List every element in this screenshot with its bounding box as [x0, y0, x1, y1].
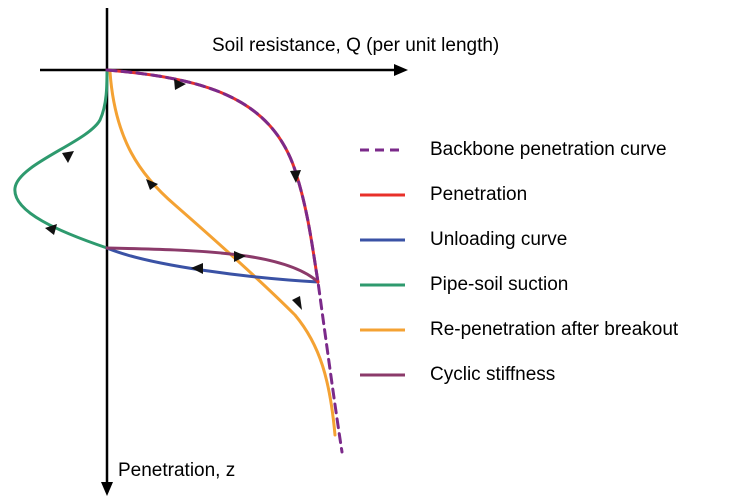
arrow — [45, 224, 57, 235]
legend-label: Re-penetration after breakout — [430, 319, 679, 340]
arrow — [191, 263, 203, 274]
q-axis-arrow — [394, 64, 408, 76]
arrow — [290, 170, 301, 183]
legend-label: Backbone penetration curve — [430, 139, 667, 160]
legend-label: Penetration — [430, 184, 527, 205]
z-axis-arrow — [101, 482, 113, 496]
repenetration-curve — [108, 70, 337, 437]
backbone-curve — [105, 68, 344, 454]
suction-curve — [13, 68, 109, 250]
cyclic-curve — [105, 246, 320, 284]
arrow — [62, 151, 74, 163]
legend: Backbone penetration curve Penetration Unl… — [360, 139, 679, 385]
unloading-curve — [105, 246, 320, 284]
legend-label: Cyclic stiffness — [430, 364, 555, 385]
q-axis-label: Soil resistance, Q (per unit length) — [212, 35, 499, 56]
arrow — [234, 251, 246, 262]
direction-arrows — [45, 79, 302, 310]
legend-label: Unloading curve — [430, 229, 567, 250]
arrow — [174, 79, 186, 90]
arrow — [146, 179, 158, 190]
z-axis-label: Penetration, z — [118, 460, 235, 481]
arrow — [292, 296, 302, 310]
legend-label: Pipe-soil suction — [430, 274, 568, 295]
